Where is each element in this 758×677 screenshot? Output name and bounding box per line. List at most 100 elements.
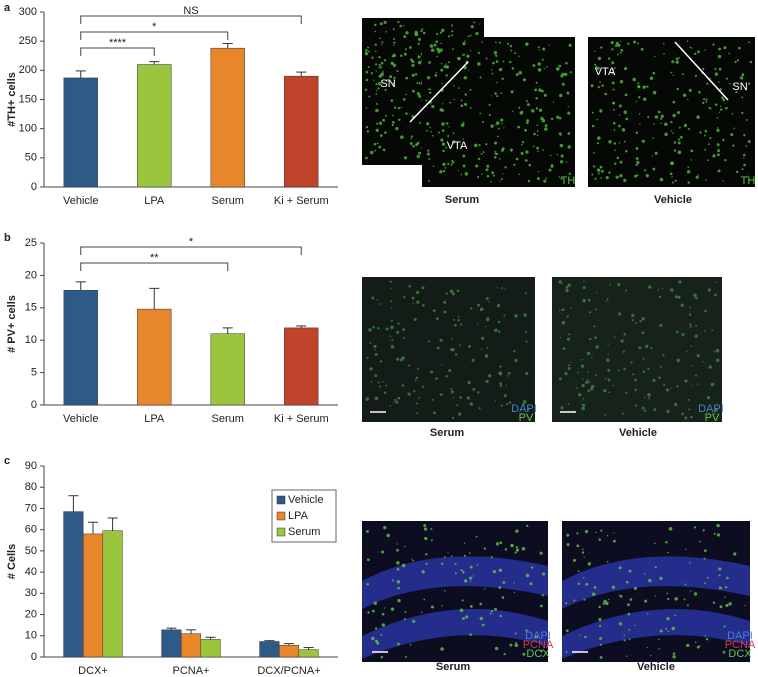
significance-bracket	[80, 15, 302, 24]
cell	[410, 138, 412, 140]
cell	[670, 71, 673, 74]
cell	[596, 136, 601, 140]
cell	[375, 128, 380, 132]
cell	[514, 551, 517, 554]
cell	[460, 173, 463, 176]
cell	[408, 364, 411, 367]
cell	[373, 344, 377, 348]
cell	[743, 163, 746, 167]
image-label: TH	[741, 175, 756, 187]
legend-swatch	[276, 511, 286, 521]
cell	[688, 561, 691, 564]
cell	[677, 150, 682, 155]
cell	[725, 106, 728, 110]
error-bar	[149, 61, 160, 65]
cell	[592, 592, 596, 596]
cell	[392, 114, 394, 117]
cell	[597, 56, 602, 61]
cell	[652, 167, 656, 171]
cell	[525, 629, 528, 632]
cell	[561, 82, 565, 86]
cell	[498, 67, 503, 72]
cell	[504, 166, 507, 169]
cell	[745, 88, 748, 91]
cell	[704, 129, 708, 133]
error-bar	[186, 629, 196, 634]
cell	[744, 604, 746, 607]
cell	[404, 48, 407, 51]
image-label: PCNA	[523, 639, 554, 651]
bar	[82, 533, 104, 658]
cell	[374, 353, 378, 356]
cell	[693, 526, 697, 529]
cell	[728, 602, 732, 606]
cell	[578, 393, 582, 397]
cell	[492, 174, 495, 177]
cell	[697, 174, 700, 176]
cell	[370, 72, 374, 75]
significance-label: ****	[109, 37, 127, 49]
cell	[681, 332, 685, 336]
micrograph	[362, 277, 535, 422]
cell	[623, 178, 627, 182]
cell	[645, 173, 649, 178]
cell	[633, 174, 637, 178]
cell	[714, 103, 718, 106]
bar	[63, 290, 98, 406]
cell	[462, 617, 465, 620]
cell	[440, 68, 444, 72]
cell	[624, 93, 628, 97]
cell	[638, 96, 641, 99]
cell	[592, 152, 595, 154]
cell	[726, 576, 729, 580]
cell	[642, 370, 646, 373]
cell	[411, 63, 415, 68]
y-axis-label: # PV+ cells	[6, 295, 18, 353]
cell	[454, 562, 457, 565]
image-caption: Serum	[430, 427, 464, 439]
cell	[719, 105, 722, 108]
cell	[652, 378, 656, 382]
cell	[648, 285, 652, 289]
error-bar	[296, 71, 307, 77]
x-tick-label: Serum	[212, 413, 244, 425]
cell	[652, 90, 657, 95]
cell	[625, 580, 629, 584]
cell	[623, 110, 627, 114]
cell	[558, 132, 562, 136]
cell	[666, 617, 670, 621]
cell	[405, 112, 408, 115]
cell	[582, 548, 584, 551]
cell	[431, 398, 434, 401]
cell	[454, 353, 458, 356]
cell	[697, 50, 700, 54]
cell	[690, 149, 694, 153]
cell	[638, 113, 641, 115]
cell	[594, 177, 597, 180]
cell	[587, 379, 589, 381]
cell	[584, 635, 587, 639]
cell	[568, 172, 572, 176]
cell	[424, 536, 428, 541]
cell	[596, 168, 601, 172]
cell	[514, 632, 517, 635]
cell	[382, 71, 384, 73]
cell	[595, 66, 598, 69]
cell	[404, 545, 406, 548]
cell	[600, 177, 602, 179]
cell	[503, 394, 507, 398]
cell	[505, 384, 508, 387]
cell	[562, 347, 566, 350]
image-label: SN	[732, 81, 747, 93]
cell	[619, 51, 622, 54]
cell	[509, 44, 513, 48]
cell	[612, 101, 616, 105]
cell	[436, 55, 438, 58]
cell	[716, 533, 721, 537]
cell	[687, 166, 690, 169]
cell	[427, 340, 431, 343]
cell	[581, 384, 585, 388]
cell	[628, 569, 632, 573]
cell	[683, 598, 686, 601]
cell	[538, 88, 542, 92]
